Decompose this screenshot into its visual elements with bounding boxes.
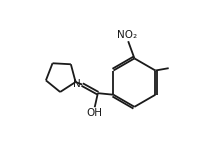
Text: N: N	[73, 79, 80, 89]
Text: NO₂: NO₂	[117, 30, 137, 40]
Text: OH: OH	[86, 108, 102, 118]
